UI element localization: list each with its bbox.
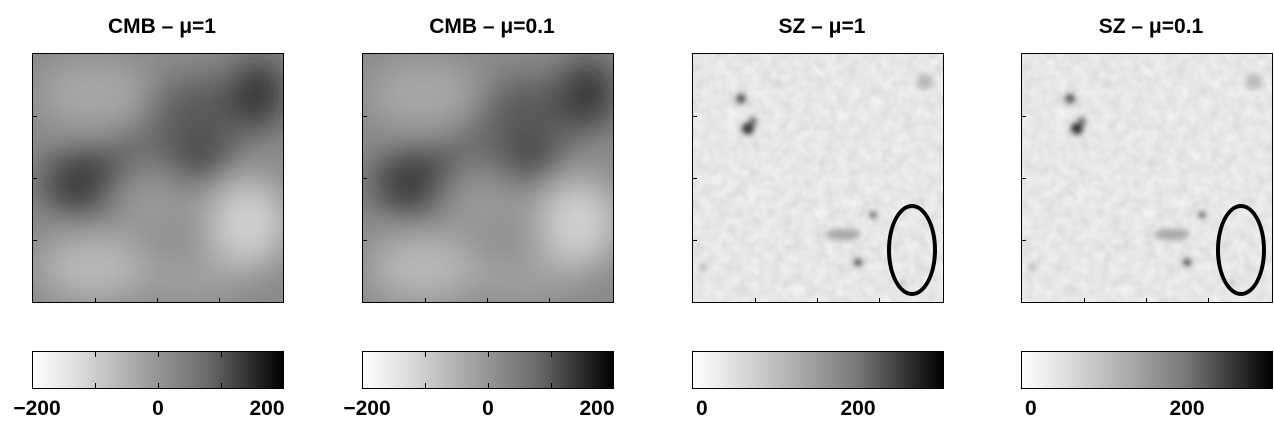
cmb-map-image xyxy=(32,53,284,303)
colorbar-max-label: 200 xyxy=(249,397,285,420)
colorbar-mid-label: 200 xyxy=(840,397,876,420)
colorbar xyxy=(692,351,944,389)
colorbar-mid-label: 0 xyxy=(482,397,494,420)
panel-cmb-mu1: CMB – μ=1 xyxy=(13,0,292,426)
colorbar-min-label: 0 xyxy=(696,397,708,420)
colorbar-max-label: 200 xyxy=(579,397,615,420)
colorbar-mid-label: 200 xyxy=(1169,397,1205,420)
colorbar xyxy=(362,351,614,389)
colorbar-min-label: 0 xyxy=(1025,397,1037,420)
colorbar-min-label: −200 xyxy=(343,397,391,420)
highlight-ellipse xyxy=(887,204,937,296)
panel-sz-mu01: SZ – μ=0.1 xyxy=(1021,0,1274,426)
panel-cmb-mu01: CMB – μ=0.1 xyxy=(343,0,622,426)
colorbar-mid-label: 0 xyxy=(152,397,164,420)
panel-title: SZ – μ=0.1 xyxy=(1098,15,1204,38)
panel-title: CMB – μ=1 xyxy=(108,15,216,38)
panel-title: CMB – μ=0.1 xyxy=(429,15,555,38)
colorbar xyxy=(1021,351,1273,389)
panel-sz-mu1: SZ – μ=1 xyxy=(692,0,952,426)
colorbar-min-label: −200 xyxy=(13,397,61,420)
colorbar xyxy=(32,351,284,389)
panel-title: SZ – μ=1 xyxy=(778,15,866,38)
highlight-ellipse xyxy=(1216,204,1266,296)
cmb-map-image xyxy=(362,53,614,303)
